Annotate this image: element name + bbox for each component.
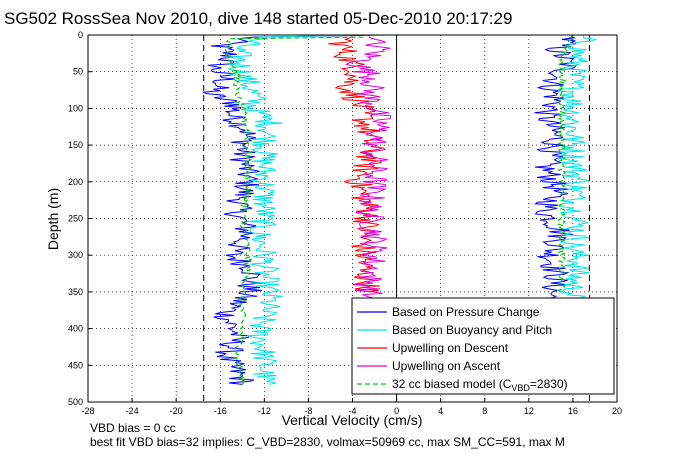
legend-label: Upwelling on Ascent bbox=[392, 359, 501, 373]
vbd-bias-note: VBD bias = 0 cc bbox=[90, 421, 176, 435]
x-tick-label: 20 bbox=[612, 406, 622, 416]
y-tick-label: 350 bbox=[68, 287, 83, 297]
x-tick-label: -28 bbox=[81, 406, 94, 416]
x-tick-label: -20 bbox=[170, 406, 183, 416]
y-axis-label: Depth (m) bbox=[45, 188, 61, 250]
legend-box bbox=[351, 297, 615, 395]
series-line-0-descent bbox=[202, 34, 386, 385]
legend: Based on Pressure Change Based on Buoyanc… bbox=[351, 297, 615, 395]
x-axis-label: Vertical Velocity (cm/s) bbox=[282, 412, 423, 428]
y-tick-label: 250 bbox=[68, 214, 83, 224]
x-tick-label: -24 bbox=[126, 406, 139, 416]
legend-label: Upwelling on Descent bbox=[392, 341, 509, 355]
x-tick-labels: -28 -24 -20 -16 -12 -8 -4 0 4 8 12 16 20 bbox=[81, 406, 622, 416]
y-tick-label: 300 bbox=[68, 250, 83, 260]
series-line-1-ascent bbox=[558, 34, 598, 315]
y-tick-label: 100 bbox=[68, 103, 83, 113]
y-tick-label: 0 bbox=[78, 30, 83, 40]
x-tick-label: 4 bbox=[438, 406, 443, 416]
x-tick-label: -16 bbox=[214, 406, 227, 416]
y-tick-label: 200 bbox=[68, 177, 83, 187]
x-tick-label: 0 bbox=[394, 406, 399, 416]
series-line-0-ascent bbox=[534, 34, 577, 315]
legend-label: Based on Pressure Change bbox=[392, 305, 540, 319]
y-tick-label: 150 bbox=[68, 140, 83, 150]
x-tick-label: 8 bbox=[482, 406, 487, 416]
x-tick-label: -12 bbox=[258, 406, 271, 416]
y-tick-labels: 0 50 100 150 200 250 300 350 400 450 500 bbox=[68, 30, 83, 407]
best-fit-note: best fit VBD bias=32 implies: C_VBD=2830… bbox=[90, 435, 565, 449]
y-tick-label: 50 bbox=[73, 67, 83, 77]
y-tick-label: 400 bbox=[68, 324, 83, 334]
series-line-1-descent bbox=[227, 34, 364, 385]
x-tick-label: 16 bbox=[568, 406, 578, 416]
series-line-4-descent bbox=[223, 36, 364, 385]
y-tick-label: 450 bbox=[68, 360, 83, 370]
y-tick-label: 500 bbox=[68, 397, 83, 407]
x-tick-label: -8 bbox=[304, 406, 312, 416]
series-line-4-ascent bbox=[556, 34, 574, 293]
chart-title: SG502 RossSea Nov 2010, dive 148 started… bbox=[4, 9, 512, 28]
legend-label: 32 cc biased model (CVBD=2830) bbox=[392, 377, 568, 393]
x-tick-label: -4 bbox=[348, 406, 356, 416]
x-tick-label: 12 bbox=[524, 406, 534, 416]
plot-frame bbox=[87, 34, 618, 403]
legend-label: Based on Buoyancy and Pitch bbox=[392, 323, 552, 337]
